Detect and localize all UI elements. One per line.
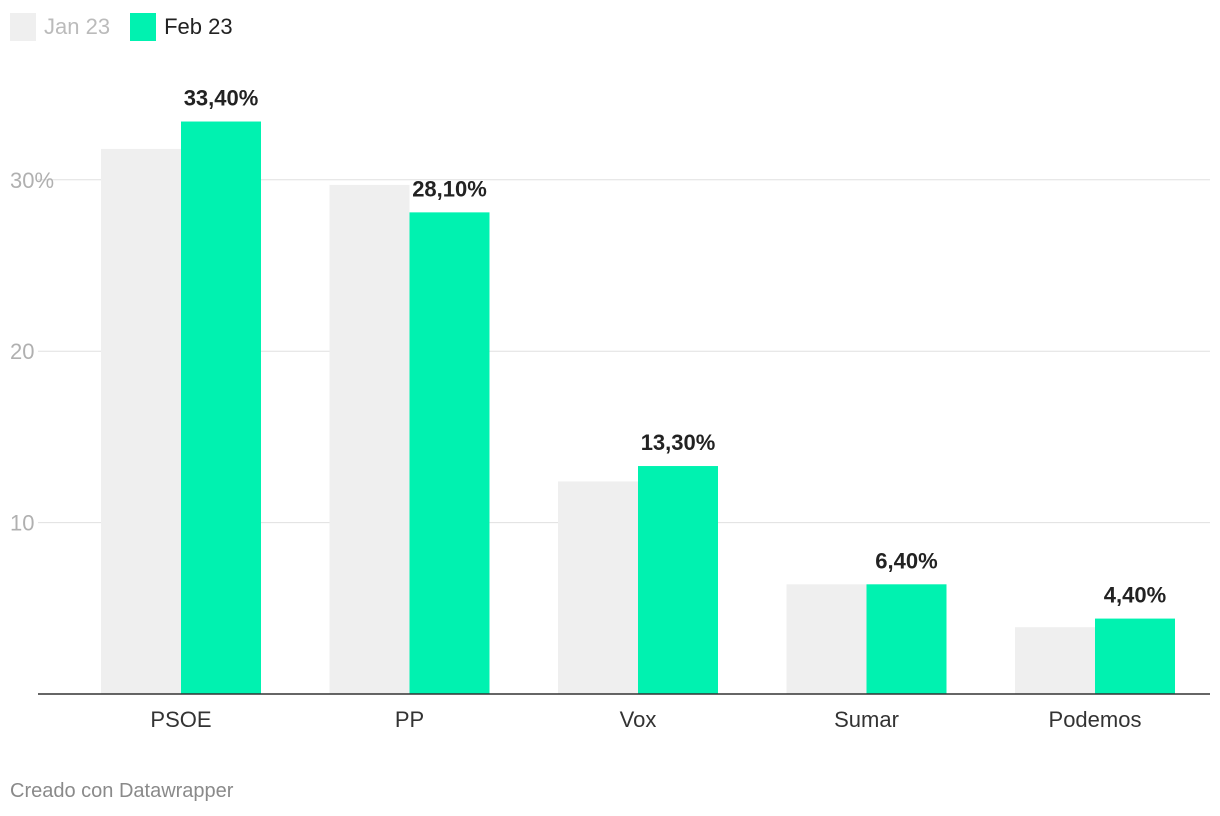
data-label-psoe: 33,40% (184, 86, 259, 111)
legend-swatch-feb-23 (130, 13, 157, 41)
bar-sumar-jan-23[interactable] (786, 584, 867, 694)
bar-podemos-feb-23[interactable] (1095, 618, 1175, 694)
bar-psoe-feb-23[interactable] (181, 121, 261, 695)
bar-vox-feb-23[interactable] (638, 466, 718, 694)
legend-label-jan-23: Jan 23 (44, 14, 111, 39)
legend-item-jan-23[interactable]: Jan 23 (10, 13, 110, 41)
y-tick-label: 30% (10, 168, 54, 193)
data-label-podemos: 4,40% (1104, 583, 1166, 608)
legend-item-feb-23[interactable]: Feb 23 (130, 13, 233, 41)
bar-podemos-jan-23[interactable] (1015, 627, 1095, 694)
y-tick-label: 20 (10, 339, 34, 364)
bar-vox-jan-23[interactable] (558, 481, 638, 694)
legend-swatch-jan-23 (10, 13, 36, 41)
category-label-psoe: PSOE (150, 707, 211, 732)
bar-chart: 10 20 30% 33,40% 28,10% 13,30% 6,40% 4,40% PSO… (10, 86, 1210, 732)
category-label-pp: PP (395, 707, 424, 732)
bars (101, 121, 1175, 695)
legend-label-feb-23: Feb 23 (164, 14, 233, 39)
data-label-vox: 13,30% (641, 430, 716, 455)
footer-credit[interactable]: Creado con Datawrapper (10, 780, 234, 802)
bar-pp-jan-23[interactable] (329, 184, 410, 694)
category-labels: PSOE PP Vox Sumar Podemos (150, 707, 1141, 732)
category-label-sumar: Sumar (834, 707, 899, 732)
data-label-pp: 28,10% (412, 176, 487, 201)
chart-legend: Jan 23 Feb 23 (10, 12, 253, 42)
bar-sumar-feb-23[interactable] (866, 584, 947, 694)
data-label-sumar: 6,40% (875, 548, 937, 573)
bar-pp-feb-23[interactable] (409, 212, 490, 694)
category-label-podemos: Podemos (1049, 707, 1142, 732)
data-labels: 33,40% 28,10% 13,30% 6,40% 4,40% (184, 86, 1167, 608)
y-tick-label: 10 (10, 511, 34, 536)
category-label-vox: Vox (620, 707, 657, 732)
bar-psoe-jan-23[interactable] (101, 148, 181, 694)
